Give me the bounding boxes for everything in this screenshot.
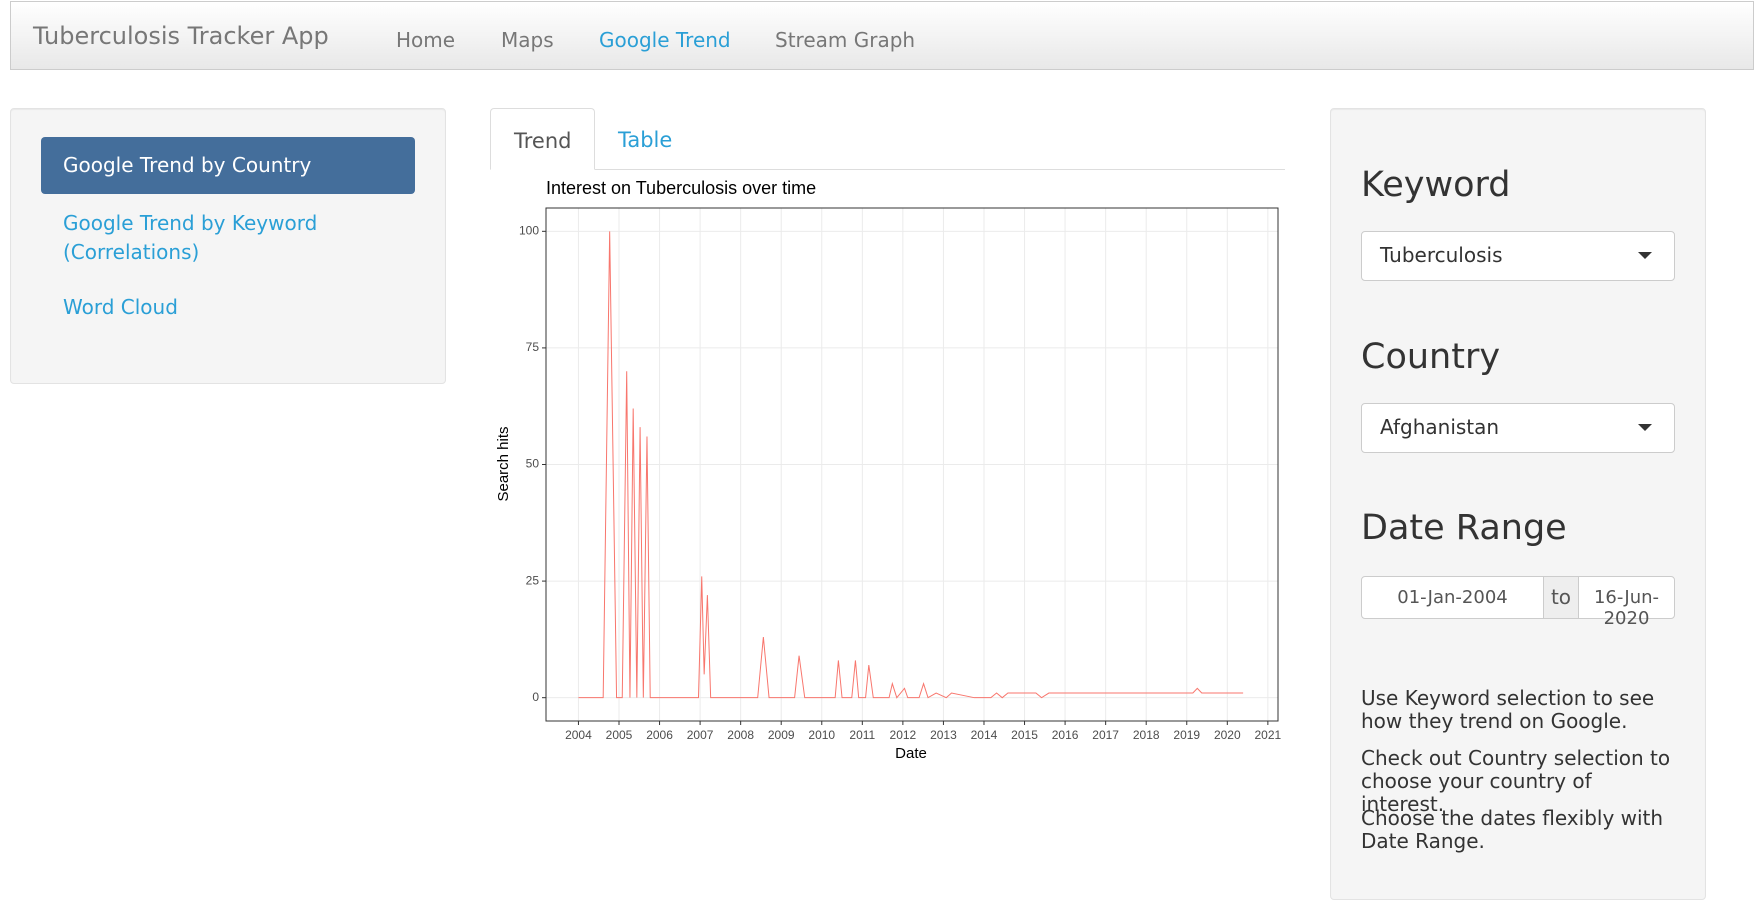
chart-title: Interest on Tuberculosis over time: [546, 178, 816, 198]
page: Tuberculosis Tracker App Home Maps Google …: [10, 1, 1754, 900]
date-sep: to: [1543, 577, 1579, 618]
sidebar-item[interactable]: Google Trend by Keyword (Correlations): [63, 211, 318, 264]
x-axis-label: Date: [895, 745, 927, 762]
x-tick-label: 2007: [687, 728, 714, 742]
y-tick-label: 100: [519, 223, 539, 237]
help-text: Use Keyword selection to see how they tr…: [1361, 686, 1655, 733]
country-label: Country: [1361, 337, 1501, 377]
y-tick-label: 50: [526, 457, 540, 471]
date-label: Date Range: [1361, 508, 1567, 548]
x-tick-label: 2010: [808, 728, 835, 742]
nav-item[interactable]: Maps: [501, 28, 554, 52]
y-axis-label: Search hits: [495, 426, 512, 501]
x-tick-label: 2018: [1133, 728, 1160, 742]
x-tick-label: 2013: [930, 728, 957, 742]
keyword-label: Keyword: [1361, 165, 1511, 205]
x-tick-label: 2004: [565, 728, 592, 742]
trend-line: [578, 231, 1244, 699]
brand[interactable]: Tuberculosis Tracker App: [33, 22, 329, 50]
plot-border: [545, 207, 1279, 722]
x-tick-label: 2012: [890, 728, 917, 742]
date-range: 01-Jan-2004 to 16-Jun-2020: [1361, 576, 1675, 629]
x-tick-label: 2011: [849, 728, 875, 742]
x-tick-label: 2015: [1011, 728, 1038, 742]
help-text: Check out Country selection to choose yo…: [1361, 746, 1671, 816]
chart: Interest on Tuberculosis over time Searc…: [495, 178, 1282, 762]
nav-item[interactable]: Google Trend: [599, 28, 731, 52]
nav-item[interactable]: Home: [396, 28, 456, 52]
keyword-select[interactable]: Tuberculosis: [1361, 231, 1675, 281]
y-tick-label: 25: [526, 573, 540, 587]
x-tick-label: 2014: [971, 728, 998, 742]
y-tick-label: 0: [532, 690, 539, 704]
x-tick-label: 2021: [1255, 728, 1282, 742]
x-tick-label: 2017: [1092, 728, 1119, 742]
nav-item[interactable]: Stream Graph: [775, 28, 916, 52]
tab[interactable]: Trend: [490, 108, 596, 170]
x-tick-label: 2016: [1052, 728, 1079, 742]
tab[interactable]: Table: [618, 128, 673, 152]
sidebar-item[interactable]: Google Trend by Country: [41, 137, 415, 194]
sidebar-item[interactable]: Word Cloud: [63, 295, 178, 319]
country-select[interactable]: Afghanistan: [1361, 403, 1675, 453]
x-tick-label: 2020: [1214, 728, 1241, 742]
date-end[interactable]: 16-Jun-2020: [1593, 587, 1660, 629]
x-tick-label: 2008: [727, 728, 754, 742]
tab-line: [490, 169, 1285, 170]
navbar: Tuberculosis Tracker App Home Maps Google …: [10, 1, 1754, 70]
x-tick-label: 2005: [606, 728, 633, 742]
sidebar: Google Trend by Country Google Trend by K…: [10, 108, 446, 384]
y-tick-label: 75: [526, 340, 540, 354]
date-start[interactable]: 01-Jan-2004: [1397, 587, 1508, 608]
control-panel: Keyword Tuberculosis Country Afghanistan…: [1330, 108, 1706, 900]
x-tick-label: 2006: [646, 728, 673, 742]
x-tick-label: 2019: [1173, 728, 1200, 742]
help-text: Choose the dates flexibly with Date Rang…: [1361, 806, 1664, 853]
x-tick-label: 2009: [768, 728, 795, 742]
